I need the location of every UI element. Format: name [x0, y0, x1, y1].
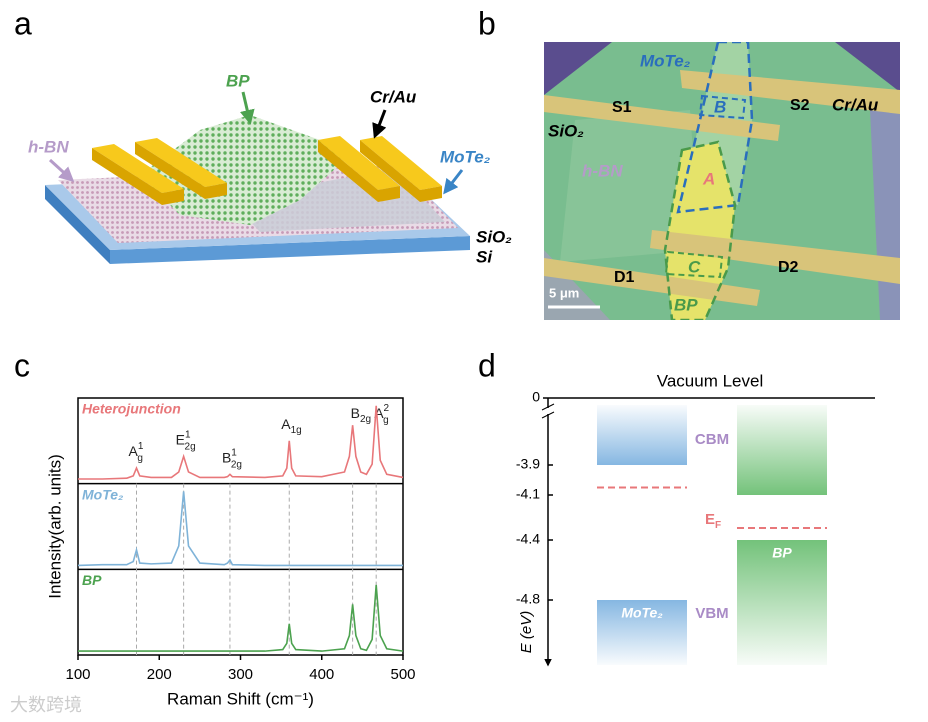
label: h-BN: [28, 137, 69, 156]
peak-label-main: B: [351, 405, 360, 421]
peak-label-main: A: [374, 405, 384, 421]
series-label: MoTe₂: [82, 486, 123, 502]
peak-label: A1g: [281, 416, 301, 436]
label: Si: [476, 247, 493, 266]
label: h-BN: [582, 161, 623, 180]
peak-label-main: B: [222, 449, 231, 465]
conduction-band: [737, 405, 827, 495]
label: Cr/Au: [370, 87, 417, 106]
panel-label: c: [14, 347, 30, 383]
label: MoTe₂: [640, 51, 691, 70]
scale-bar-label: 5 μm: [549, 285, 579, 300]
label: Cr/Au: [832, 95, 879, 114]
peak-label: A2 g: [374, 403, 389, 426]
y-tick-label: -3.9: [516, 456, 540, 472]
peak-label: E1 2g: [176, 429, 196, 452]
label: SiO₂: [548, 121, 584, 140]
axis-break-gap: [542, 408, 554, 414]
spectrum-line: [78, 405, 404, 480]
peak-label-sub: 2g: [185, 441, 196, 452]
axis-break: [541, 411, 555, 419]
cbm-label: CBM: [695, 431, 729, 448]
label: S1: [612, 99, 632, 116]
label: BP: [674, 295, 698, 314]
peak-label-sup: 2: [384, 403, 390, 414]
label: A: [702, 169, 715, 188]
peak-label-sub: 2g: [231, 459, 242, 470]
vacuum-level-label: Vacuum Level: [657, 371, 763, 390]
x-tick-label: 300: [228, 666, 253, 683]
spectrum-line: [77, 491, 403, 567]
panel-label: b: [478, 5, 496, 41]
peak-label-sub: g: [137, 453, 143, 464]
y-tick-label: 0: [532, 389, 540, 405]
peak-label-sup: 1: [231, 447, 237, 458]
peak-label-main: A: [281, 416, 291, 432]
label: D2: [778, 259, 799, 276]
watermark: 大数跨境: [10, 695, 82, 715]
material-label: BP: [772, 545, 792, 561]
device-schematic: [45, 91, 470, 264]
micrograph: [544, 42, 900, 320]
peak-label: B2g: [351, 405, 371, 425]
y-tick-label: -4.4: [516, 531, 540, 547]
x-axis-label: Raman Shift (cm⁻¹): [167, 689, 314, 708]
ef-label-main: E: [705, 511, 715, 528]
panel-label: d: [478, 347, 496, 383]
x-tick-label: 500: [390, 666, 415, 683]
y-tick-label: -4.1: [516, 486, 540, 502]
peak-label-sub: 1g: [291, 424, 302, 435]
label: D1: [614, 269, 635, 286]
peak-label-main: A: [129, 443, 139, 459]
peak-label-sub: g: [383, 415, 389, 426]
x-tick-label: 200: [147, 666, 172, 683]
peak-label-sup: 1: [185, 429, 191, 440]
ef-label-sub: F: [715, 520, 721, 531]
ef-label: EF: [705, 511, 721, 531]
label: B: [714, 97, 726, 116]
peak-label-sub: 2g: [360, 414, 371, 425]
y-axis-label: E (eV): [518, 611, 535, 654]
peak-label: B1 2g: [222, 447, 242, 470]
label: SiO₂: [476, 227, 512, 246]
series-label: BP: [82, 572, 102, 588]
conduction-band: [597, 405, 687, 465]
label: S2: [790, 97, 810, 114]
panel-label: a: [14, 5, 32, 41]
axis-break: [541, 403, 555, 411]
x-tick-label: 100: [65, 666, 90, 683]
spectrum-line: [78, 584, 404, 652]
y-axis-label: Intensity(arb. units): [45, 454, 64, 599]
peak-label-main: E: [176, 431, 185, 447]
valence-band: [597, 600, 687, 665]
valence-band: [737, 540, 827, 665]
label: MoTe₂: [440, 147, 491, 166]
material-label: MoTe₂: [621, 605, 662, 621]
vbm-label: VBM: [695, 605, 728, 622]
y-tick-label: -4.8: [516, 591, 540, 607]
label: BP: [226, 71, 250, 90]
label: C: [688, 257, 701, 276]
peak-label-sup: 1: [138, 441, 144, 452]
x-tick-label: 400: [309, 666, 334, 683]
series-label: Heterojunction: [82, 401, 181, 417]
